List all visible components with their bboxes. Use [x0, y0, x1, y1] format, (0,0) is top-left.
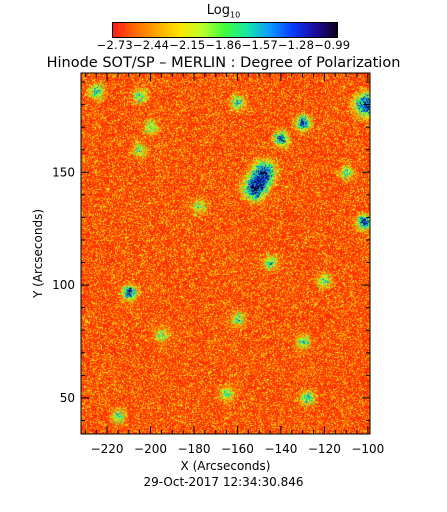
x-tick-label: −120: [308, 442, 341, 456]
x-tick-label: −220: [91, 442, 124, 456]
observation-timestamp: 29-Oct-2017 12:34:30.846: [143, 475, 304, 489]
y-tick-label: 150: [52, 165, 75, 179]
plot-frame: [80, 72, 371, 435]
y-tick-label: 100: [52, 278, 75, 292]
degree-of-polarization-heatmap: [81, 73, 370, 434]
x-tick-label: −140: [264, 442, 297, 456]
x-tick-label: −100: [351, 442, 384, 456]
x-axis: −220 −200 −180 −160 −140 −120 −100: [84, 73, 384, 456]
colorbar-title-main: Log: [206, 3, 231, 18]
chart-title: Hinode SOT/SP – MERLIN : Degree of Polar…: [46, 55, 401, 71]
x-axis-label: X (Arcseconds): [181, 459, 271, 473]
x-tick-label: −180: [178, 442, 211, 456]
colorbar-title: Log10: [0, 3, 447, 20]
x-tick-label: −200: [134, 442, 167, 456]
y-tick-label: 50: [60, 391, 75, 405]
colorbar-tick-labels: −2.73−2.44−2.15−1.86−1.57−1.28−0.99: [96, 38, 351, 52]
colorbar-title-subscript: 10: [230, 10, 241, 20]
y-axis: 50 100 150: [52, 81, 370, 421]
y-axis-label: Y (Arcseconds): [31, 209, 45, 299]
colorbar: [112, 22, 338, 38]
x-tick-label: −160: [221, 442, 254, 456]
